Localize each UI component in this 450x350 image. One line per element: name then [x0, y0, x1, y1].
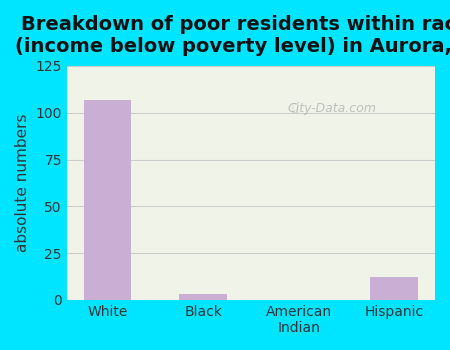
Y-axis label: absolute numbers: absolute numbers	[15, 114, 30, 252]
Text: City-Data.com: City-Data.com	[288, 102, 376, 114]
Bar	[179, 294, 227, 300]
Title: Breakdown of poor residents within races
(income below poverty level) in Aurora,: Breakdown of poor residents within races…	[15, 15, 450, 56]
Bar	[84, 100, 131, 300]
Text: 🔍: 🔍	[292, 103, 298, 113]
Bar	[370, 278, 418, 300]
